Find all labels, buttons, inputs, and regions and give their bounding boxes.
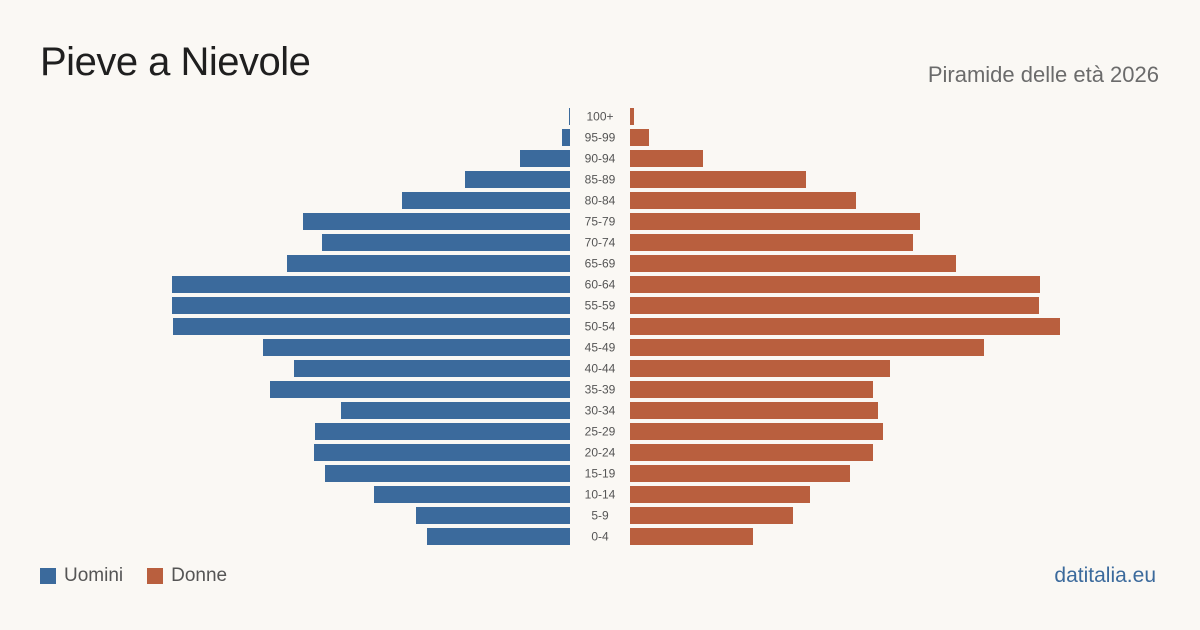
chart-title: Pieve a Nievole: [40, 40, 311, 84]
bar-men-35-39: [270, 381, 570, 398]
bar-men-95-99: [562, 129, 570, 146]
age-label-75-79: 75-79: [585, 215, 616, 229]
bar-women-25-29: [630, 423, 883, 440]
legend-item-women: Donne: [147, 565, 227, 587]
bar-men-10-14: [374, 486, 570, 503]
bar-men-80-84: [402, 192, 570, 209]
bar-men-70-74: [322, 234, 570, 251]
bar-women-90-94: [630, 150, 703, 167]
age-label-80-84: 80-84: [585, 194, 616, 208]
age-label-10-14: 10-14: [585, 488, 616, 502]
age-label-25-29: 25-29: [585, 425, 616, 439]
bar-women-30-34: [630, 402, 878, 419]
bar-men-90-94: [520, 150, 570, 167]
age-label-35-39: 35-39: [585, 383, 616, 397]
chart-subtitle: Piramide delle età 2026: [927, 62, 1159, 87]
bar-men-75-79: [303, 213, 570, 230]
age-label-55-59: 55-59: [585, 299, 616, 313]
bar-women-40-44: [630, 360, 890, 377]
bar-women-5-9: [630, 507, 793, 524]
age-label-65-69: 65-69: [585, 257, 616, 271]
bar-men-40-44: [294, 360, 570, 377]
bar-women-0-4: [630, 528, 753, 545]
bar-women-65-69: [630, 255, 956, 272]
bar-men-25-29: [315, 423, 570, 440]
bar-women-85-89: [630, 171, 806, 188]
bar-women-45-49: [630, 339, 984, 356]
bar-men-50-54: [173, 318, 570, 335]
bar-men-60-64: [172, 276, 570, 293]
brand-link[interactable]: datitalia.eu: [1054, 564, 1156, 587]
bar-men-30-34: [341, 402, 570, 419]
legend-swatch-women: [147, 568, 164, 584]
bar-women-20-24: [630, 444, 873, 461]
age-label-60-64: 60-64: [585, 278, 616, 292]
age-label-30-34: 30-34: [585, 404, 616, 418]
bar-men-85-89: [465, 171, 570, 188]
bar-women-95-99: [630, 129, 649, 146]
age-label-40-44: 40-44: [585, 362, 616, 376]
bar-women-55-59: [630, 297, 1039, 314]
legend: Uomini Donne: [40, 565, 251, 587]
age-label-5-9: 5-9: [591, 509, 609, 523]
bar-men-0-4: [427, 528, 570, 545]
age-label-90-94: 90-94: [585, 152, 616, 166]
bar-women-100plus: [630, 108, 634, 125]
age-label-95-99: 95-99: [585, 131, 616, 145]
bar-men-55-59: [172, 297, 570, 314]
bar-men-5-9: [416, 507, 570, 524]
bar-women-10-14: [630, 486, 810, 503]
bar-women-15-19: [630, 465, 850, 482]
bar-men-65-69: [287, 255, 570, 272]
bar-women-80-84: [630, 192, 856, 209]
age-label-20-24: 20-24: [585, 446, 616, 460]
bar-women-70-74: [630, 234, 913, 251]
legend-label-women: Donne: [171, 565, 228, 586]
age-label-45-49: 45-49: [585, 341, 616, 355]
bar-men-15-19: [325, 465, 570, 482]
bar-women-75-79: [630, 213, 920, 230]
bar-women-60-64: [630, 276, 1040, 293]
age-label-15-19: 15-19: [585, 467, 616, 481]
bar-men-20-24: [314, 444, 570, 461]
age-label-100plus: 100+: [586, 110, 613, 124]
age-label-85-89: 85-89: [585, 173, 616, 187]
legend-label-men: Uomini: [64, 565, 124, 586]
legend-swatch-men: [40, 568, 56, 584]
bar-men-100plus: [569, 108, 570, 125]
legend-item-men: Uomini: [40, 565, 123, 587]
age-label-50-54: 50-54: [585, 320, 616, 334]
bar-women-50-54: [630, 318, 1060, 335]
bar-women-35-39: [630, 381, 873, 398]
age-label-0-4: 0-4: [591, 530, 609, 544]
bar-men-45-49: [263, 339, 570, 356]
age-label-70-74: 70-74: [585, 236, 616, 250]
